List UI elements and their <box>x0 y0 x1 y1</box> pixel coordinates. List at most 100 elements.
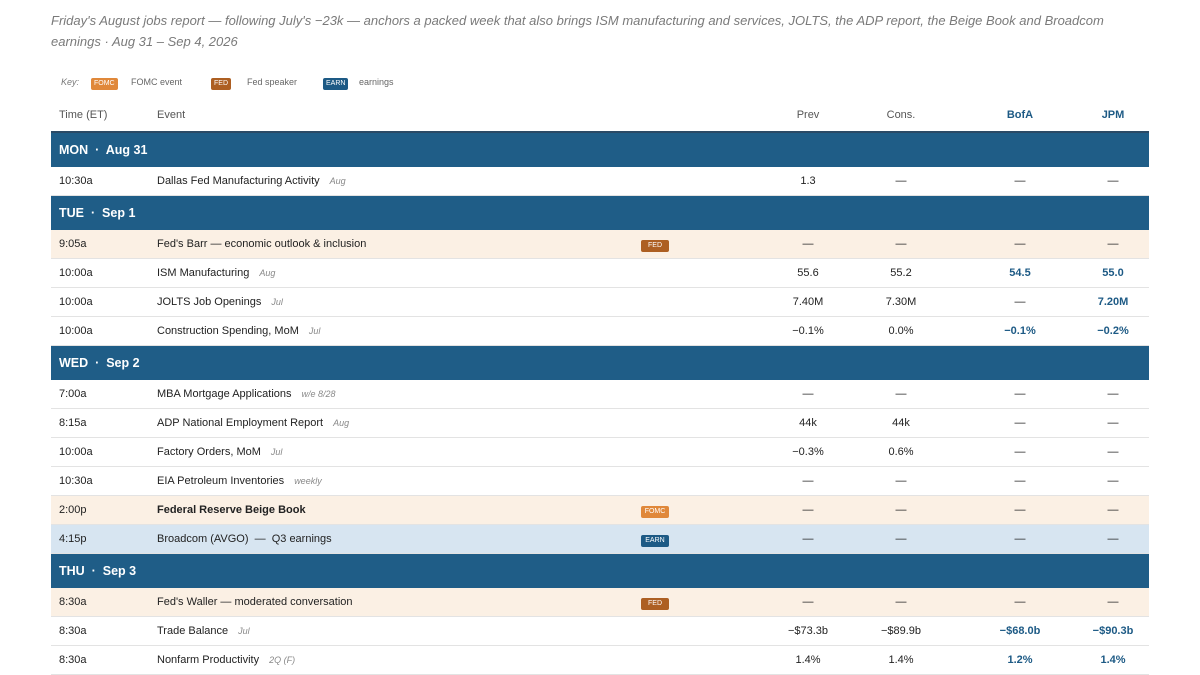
jpm-cell: −$90.3b <box>1092 625 1134 637</box>
jpm-cell: — <box>1107 238 1119 250</box>
event-row <box>51 380 1149 409</box>
cons-cell: −$89.9b <box>880 625 922 637</box>
time-cell: 10:00a <box>59 446 93 458</box>
jpm-cell: — <box>1107 596 1119 608</box>
prev-cell: −0.3% <box>792 446 824 458</box>
time-cell: 7:00a <box>59 388 87 400</box>
jpm-cell: — <box>1107 388 1119 400</box>
cons-cell: 0.6% <box>888 446 914 458</box>
time-cell: 8:30a <box>59 596 87 608</box>
time-cell: 9:05a <box>59 238 87 250</box>
column-header: Event <box>157 109 186 121</box>
day-header <box>51 346 1149 380</box>
jpm-cell: 1.4% <box>1100 654 1126 666</box>
jpm-cell: — <box>1107 533 1119 545</box>
row-tag: EARN <box>641 535 669 547</box>
cons-cell: — <box>895 596 907 608</box>
jpm-cell: 7.20M <box>1097 296 1129 308</box>
row-tag: FED <box>641 598 669 610</box>
prev-cell: 7.40M <box>792 296 824 308</box>
column-header: Prev <box>796 109 820 121</box>
row-tag: FOMC <box>641 506 669 518</box>
jpm-cell: — <box>1107 504 1119 516</box>
time-cell: 2:00p <box>59 504 87 516</box>
cons-cell: — <box>895 238 907 250</box>
event-row <box>51 617 1149 646</box>
bofa-cell: — <box>1014 238 1026 250</box>
period-cell: Jul <box>271 297 283 307</box>
key-text: FOMC event <box>131 77 183 87</box>
key-label: Key: <box>61 77 80 87</box>
event-cell: JOLTS Job Openings <box>157 296 262 308</box>
event-row <box>51 230 1149 259</box>
event-row <box>51 467 1149 496</box>
day-header <box>51 133 1149 167</box>
event-row <box>51 409 1149 438</box>
event-cell: Nonfarm Productivity <box>157 654 260 666</box>
time-cell: 10:00a <box>59 325 93 337</box>
bofa-cell: — <box>1014 296 1026 308</box>
day-label: THU · Sep 3 <box>59 564 137 578</box>
event-row <box>51 525 1149 554</box>
key-tag: FED <box>211 78 231 90</box>
jpm-cell: 55.0 <box>1102 267 1124 279</box>
bofa-cell: — <box>1014 504 1026 516</box>
time-cell: 4:15p <box>59 533 87 545</box>
event-cell: MBA Mortgage Applications <box>157 388 292 400</box>
day-header <box>51 554 1149 588</box>
prev-cell: — <box>802 388 814 400</box>
time-cell: 10:00a <box>59 296 93 308</box>
period-cell: weekly <box>294 476 322 486</box>
key-text: Fed speaker <box>247 77 298 87</box>
day-label: TUE · Sep 1 <box>59 206 136 220</box>
day-header <box>51 196 1149 230</box>
bofa-cell: — <box>1014 388 1026 400</box>
event-row <box>51 317 1149 346</box>
column-header: BofA <box>1006 109 1034 121</box>
period-cell: 2Q (F) <box>269 655 296 665</box>
event-cell: Broadcom (AVGO) — Q3 earnings <box>157 533 332 545</box>
bofa-cell: — <box>1014 446 1026 458</box>
bofa-cell: — <box>1014 175 1026 187</box>
event-cell: Fed's Waller — moderated conversation <box>157 596 353 608</box>
prev-cell: — <box>802 238 814 250</box>
prev-cell: — <box>802 504 814 516</box>
cons-cell: — <box>895 475 907 487</box>
prev-cell: 44k <box>799 417 817 429</box>
time-cell: 10:00a <box>59 267 93 279</box>
column-header: Time (ET) <box>59 109 108 121</box>
event-cell: Trade Balance <box>157 625 229 637</box>
bofa-cell: −0.1% <box>1004 325 1036 337</box>
time-cell: 8:15a <box>59 417 87 429</box>
bofa-cell: 54.5 <box>1009 267 1031 279</box>
event-cell: EIA Petroleum Inventories <box>157 475 285 487</box>
event-row <box>51 167 1149 196</box>
day-label: WED · Sep 2 <box>59 356 140 370</box>
row-tag: FED <box>641 240 669 252</box>
jpm-cell: — <box>1107 446 1119 458</box>
jpm-cell: −0.2% <box>1097 325 1129 337</box>
time-cell: 10:30a <box>59 475 93 487</box>
cons-cell: — <box>895 533 907 545</box>
event-cell: Fed's Barr — economic outlook & inclusio… <box>157 238 367 250</box>
bofa-cell: −$68.0b <box>999 625 1041 637</box>
day-label: MON · Aug 31 <box>59 143 148 157</box>
period-cell: Jul <box>308 326 321 336</box>
jpm-cell: — <box>1107 175 1119 187</box>
cons-cell: — <box>895 175 907 187</box>
column-header: JPM <box>1101 109 1125 121</box>
jpm-cell: — <box>1107 417 1119 429</box>
bofa-cell: — <box>1014 596 1026 608</box>
prev-cell: 1.4% <box>795 654 821 666</box>
column-header: Cons. <box>886 109 916 121</box>
event-row <box>51 588 1149 617</box>
time-cell: 8:30a <box>59 654 87 666</box>
cons-cell: 0.0% <box>888 325 914 337</box>
cons-cell: — <box>895 388 907 400</box>
header-rule <box>51 131 1149 133</box>
time-cell: 10:30a <box>59 175 93 187</box>
event-cell: ISM Manufacturing <box>157 267 250 279</box>
event-row <box>51 288 1149 317</box>
period-cell: Jul <box>238 626 250 636</box>
